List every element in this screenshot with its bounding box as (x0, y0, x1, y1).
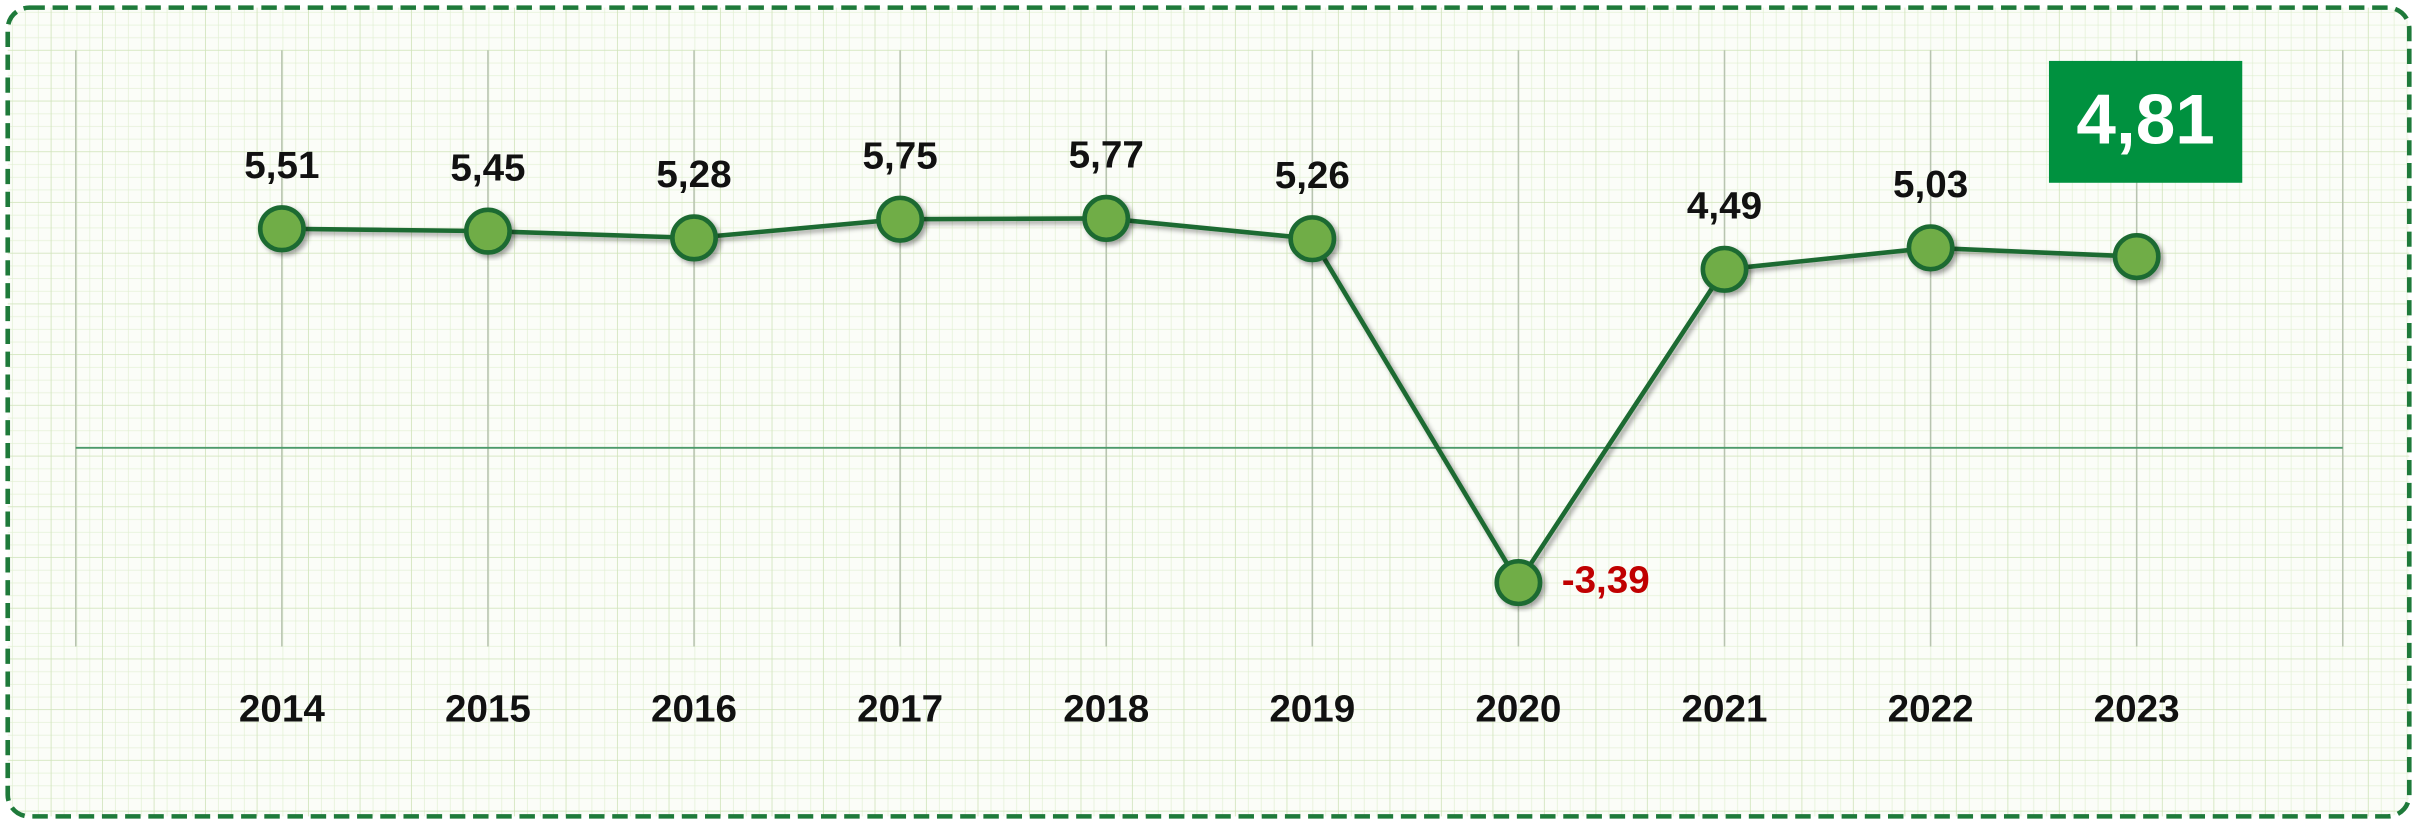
marker (876, 195, 925, 243)
marker (1082, 194, 1131, 243)
marker (1494, 558, 1543, 607)
value-label: 5,28 (656, 153, 731, 196)
value-label: 5,03 (1893, 163, 1968, 206)
line (281, 216, 2137, 587)
x-tick-label: 2014 (239, 688, 326, 731)
value-label: 4,49 (1687, 185, 1762, 228)
marker (463, 207, 512, 255)
value-label: 5,77 (1069, 134, 1144, 177)
x-tick-label: 2022 (1888, 688, 1974, 731)
highlight-box (2048, 60, 2243, 183)
value-label: 5,51 (244, 144, 319, 187)
x-tick-label: 2019 (1269, 688, 1355, 731)
marker (1906, 224, 1955, 272)
marker (1700, 245, 1749, 293)
marker (2112, 232, 2161, 281)
value-label: 5,75 (863, 135, 938, 178)
value-label: 5,26 (1275, 154, 1350, 197)
value-label: 5,45 (450, 147, 525, 190)
x-tick-label: 2020 (1475, 688, 1561, 731)
x-tick-label: 2023 (2094, 688, 2180, 731)
x-tick-label: 2018 (1063, 688, 1149, 731)
grid-paper (7, 7, 2410, 817)
x-tick-label: 2015 (445, 688, 531, 731)
x-tick-label: 2017 (857, 688, 943, 731)
marker (1288, 215, 1337, 263)
x-tick-label: 2021 (1682, 688, 1768, 731)
marker (257, 205, 306, 253)
frame (5, 5, 2412, 819)
plot: 2014 2015 2016 2017 2018 2019 2020 2021 2022 2023… (74, 50, 2344, 731)
x-tick-label: 2016 (651, 688, 737, 731)
value-label: -3,39 (1562, 559, 1650, 602)
marker (670, 214, 719, 262)
highlight-label: 4,81 (2076, 80, 2214, 158)
